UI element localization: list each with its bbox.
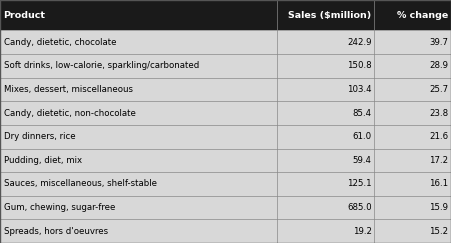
Bar xyxy=(0,78,451,101)
Text: 85.4: 85.4 xyxy=(353,109,372,118)
Text: 17.2: 17.2 xyxy=(429,156,448,165)
Text: Candy, dietetic, chocolate: Candy, dietetic, chocolate xyxy=(4,38,116,47)
Text: 685.0: 685.0 xyxy=(347,203,372,212)
Bar xyxy=(0,172,451,196)
Bar xyxy=(0,30,451,54)
Text: Sauces, miscellaneous, shelf-stable: Sauces, miscellaneous, shelf-stable xyxy=(4,179,156,188)
Text: 61.0: 61.0 xyxy=(353,132,372,141)
Text: Soft drinks, low-calorie, sparkling/carbonated: Soft drinks, low-calorie, sparkling/carb… xyxy=(4,61,199,70)
Text: % change: % change xyxy=(397,11,448,20)
Text: 150.8: 150.8 xyxy=(347,61,372,70)
Text: 23.8: 23.8 xyxy=(429,109,448,118)
Bar xyxy=(0,196,451,219)
Text: 15.2: 15.2 xyxy=(429,227,448,236)
Text: Sales ($million): Sales ($million) xyxy=(288,11,372,20)
Bar xyxy=(0,125,451,148)
Text: Dry dinners, rice: Dry dinners, rice xyxy=(4,132,75,141)
Text: Mixes, dessert, miscellaneous: Mixes, dessert, miscellaneous xyxy=(4,85,133,94)
Text: Product: Product xyxy=(4,11,46,20)
Text: 103.4: 103.4 xyxy=(347,85,372,94)
Text: 28.9: 28.9 xyxy=(429,61,448,70)
Text: 16.1: 16.1 xyxy=(429,179,448,188)
Text: 15.9: 15.9 xyxy=(429,203,448,212)
Bar xyxy=(0,101,451,125)
Bar xyxy=(0,219,451,243)
Text: 59.4: 59.4 xyxy=(353,156,372,165)
Text: 242.9: 242.9 xyxy=(347,38,372,47)
Text: Gum, chewing, sugar-free: Gum, chewing, sugar-free xyxy=(4,203,115,212)
Text: 19.2: 19.2 xyxy=(353,227,372,236)
Text: Candy, dietetic, non-chocolate: Candy, dietetic, non-chocolate xyxy=(4,109,135,118)
Text: 39.7: 39.7 xyxy=(429,38,448,47)
Bar xyxy=(0,148,451,172)
Text: 125.1: 125.1 xyxy=(347,179,372,188)
Text: 21.6: 21.6 xyxy=(429,132,448,141)
Bar xyxy=(0,54,451,78)
Text: Spreads, hors d'oeuvres: Spreads, hors d'oeuvres xyxy=(4,227,108,236)
Text: 25.7: 25.7 xyxy=(429,85,448,94)
Bar xyxy=(0,0,451,30)
Text: Pudding, diet, mix: Pudding, diet, mix xyxy=(4,156,82,165)
